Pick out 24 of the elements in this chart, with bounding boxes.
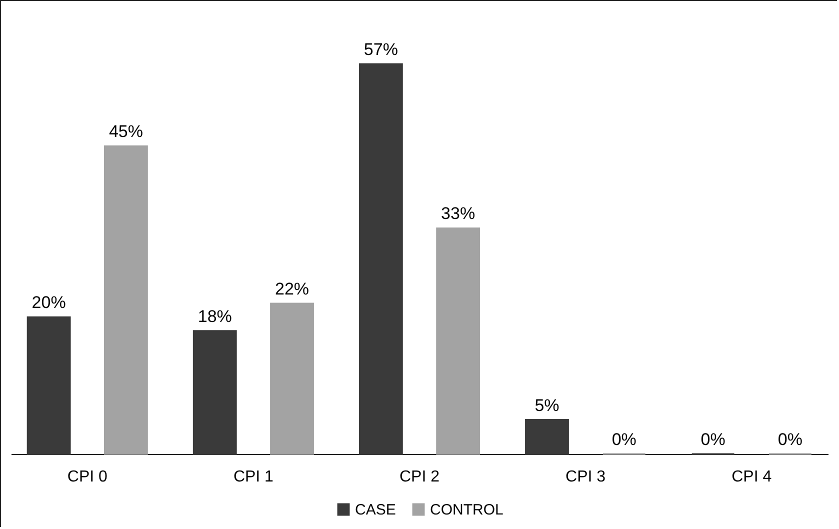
bar: [525, 419, 569, 455]
data-label: 22%: [274, 279, 310, 298]
data-label: 33%: [441, 204, 476, 224]
bar: [358, 63, 403, 455]
x-tick-label: CPI 1: [233, 468, 274, 486]
x-tick-label: CPI 4: [732, 468, 772, 486]
data-label: 18%: [198, 306, 232, 326]
data-label: 0%: [778, 430, 802, 449]
data-label: 45%: [108, 122, 143, 142]
bar: [270, 302, 314, 455]
data-label: 0%: [612, 430, 636, 449]
data-label: 5%: [534, 396, 560, 415]
x-tick-label: CPI 3: [566, 468, 606, 486]
legend-label: CASE: [355, 502, 396, 519]
data-label: 57%: [364, 40, 398, 59]
legend-label: CONTROL: [430, 502, 504, 519]
x-tick-label: CPI 2: [399, 468, 440, 486]
bar: [104, 145, 148, 455]
bar: [192, 330, 237, 455]
x-tick-label: CPI 0: [67, 468, 108, 486]
bar: [26, 316, 71, 455]
data-label: 20%: [32, 293, 66, 312]
data-label: 0%: [700, 430, 726, 449]
bar: [436, 227, 480, 455]
